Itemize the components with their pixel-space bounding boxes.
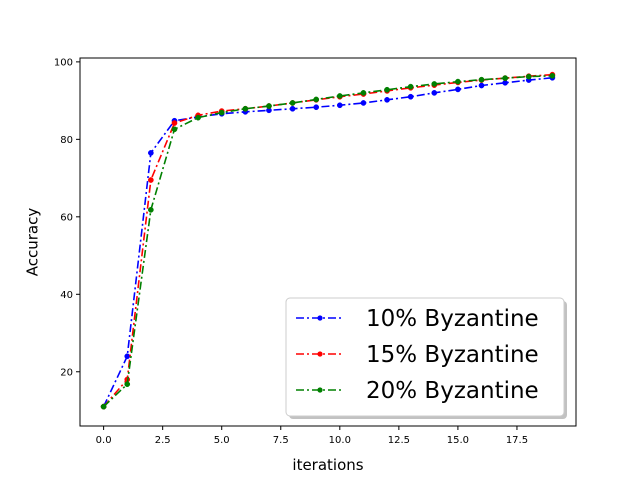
y-tick-label: 20 (60, 367, 73, 378)
data-point (455, 86, 461, 93)
y-tick-label: 60 (60, 212, 73, 223)
x-tick-label: 12.5 (388, 435, 410, 446)
data-point (360, 90, 367, 96)
data-point (336, 93, 343, 99)
legend-label: 10% Byzantine (366, 306, 539, 332)
series-line (103, 75, 553, 408)
x-tick-label: 2.5 (155, 435, 171, 446)
plot-frame (79, 57, 577, 427)
data-point (100, 403, 107, 410)
data-point (289, 105, 296, 112)
axes: 0.0 2.5 5.0 7.5 10.0 12.5 15.0 17.5 20 40 60 80 100 (54, 57, 577, 446)
data-point (336, 102, 343, 109)
x-axis-label: iterations (292, 456, 363, 474)
data-point (478, 82, 485, 89)
y-tick-label: 100 (54, 57, 73, 68)
data-point (148, 206, 154, 213)
data-point (148, 150, 154, 156)
x-tick-label: 7.5 (273, 435, 289, 446)
legend-item: 15% Byzantine (296, 342, 539, 368)
data-point (218, 109, 225, 116)
x-tick-label: 5.0 (214, 435, 230, 446)
data-point (195, 114, 201, 121)
legend-item: 10% Byzantine (296, 306, 539, 332)
y-tick-label: 40 (60, 290, 73, 301)
data-point (549, 72, 556, 79)
legend-label: 20% Byzantine (366, 378, 539, 404)
data-point (431, 90, 438, 96)
y-axis-label: Accuracy (23, 208, 41, 277)
data-point (171, 126, 178, 133)
data-point (455, 78, 461, 85)
data-point (124, 353, 131, 360)
legend-marker (317, 315, 323, 321)
data-point (502, 75, 508, 81)
data-point (407, 93, 414, 100)
legend-item: 20% Byzantine (296, 378, 539, 404)
legend: 10% Byzantine 15% Byzantine 20% Byzantine (285, 297, 567, 419)
data-point (407, 83, 414, 90)
data-point (242, 105, 249, 112)
data-point (525, 73, 532, 80)
legend-marker (317, 387, 323, 393)
series-3 (100, 72, 556, 410)
x-tick-label: 15.0 (447, 435, 469, 446)
data-point (313, 104, 320, 111)
data-point (431, 81, 438, 87)
data-point (124, 381, 131, 388)
x-tick-label: 10.0 (329, 435, 351, 446)
x-tick-label: 0.0 (96, 435, 112, 446)
x-tick-label: 17.5 (506, 435, 528, 446)
data-point (266, 103, 272, 109)
data-point (171, 120, 178, 126)
legend-label: 15% Byzantine (366, 342, 539, 368)
legend-marker (317, 351, 323, 357)
data-point (478, 76, 485, 83)
data-point (360, 100, 367, 106)
data-point (313, 96, 320, 103)
legend-box (285, 297, 565, 417)
data-point (148, 177, 154, 183)
data-point (384, 86, 390, 93)
y-tick-label: 80 (60, 135, 73, 146)
data-point (289, 100, 296, 106)
data-point (384, 96, 390, 103)
plot-area (100, 71, 556, 410)
series-line (102, 76, 553, 407)
